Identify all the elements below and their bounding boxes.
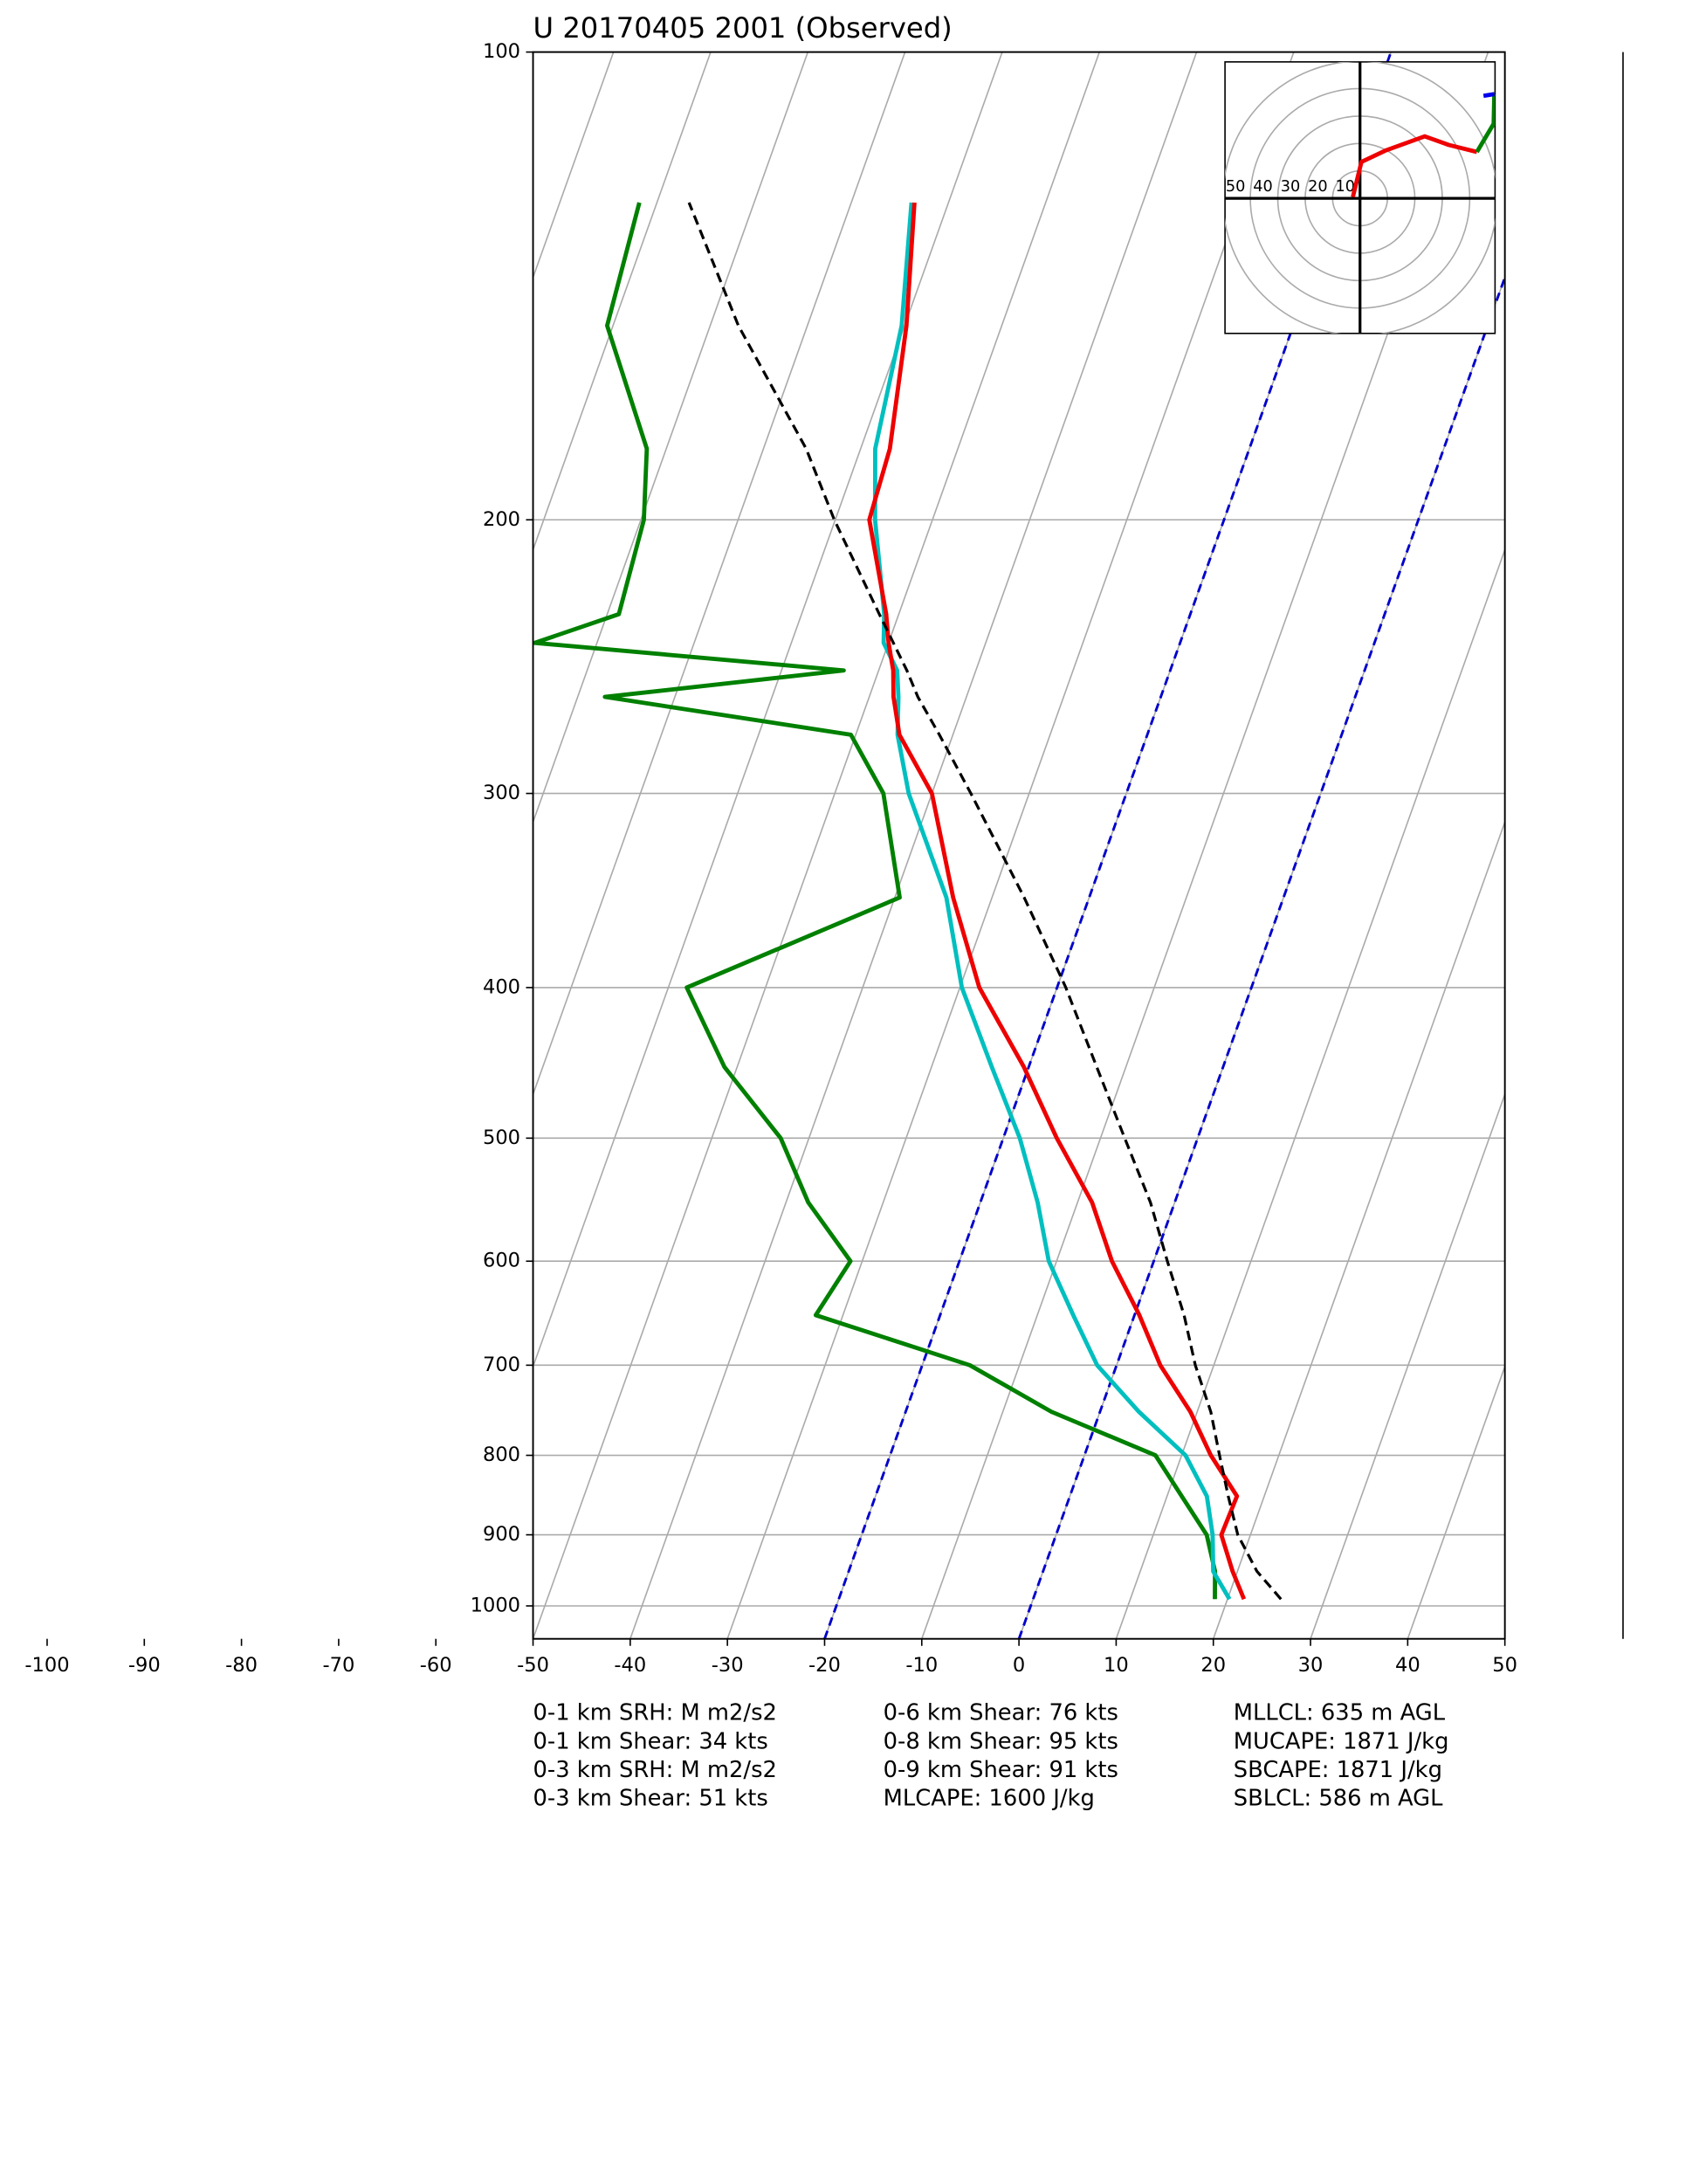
x-tick-label: -10 — [905, 1654, 938, 1677]
x-tick-label: 10 — [1104, 1654, 1129, 1677]
stat-text: SBCAPE: 1871 J/kg — [1234, 1757, 1442, 1783]
hodo-ring-label: 20 — [1308, 178, 1328, 196]
stat-text: MUCAPE: 1871 J/kg — [1234, 1728, 1449, 1754]
isotherm — [533, 52, 1100, 1639]
hodo-trace — [1351, 134, 1478, 198]
isotherm — [533, 52, 615, 280]
hodograph: 50 40 30 20 10 — [1224, 61, 1496, 334]
isotherm — [1407, 1364, 1505, 1639]
y-tick-label: 400 — [483, 975, 520, 998]
stat-text: 0-3 km Shear: 51 kts — [533, 1786, 768, 1812]
profile-line — [533, 202, 1218, 1600]
x-tick-label: -80 — [225, 1654, 258, 1677]
isotherm — [533, 52, 809, 824]
stat-text: 0-9 km Shear: 91 kts — [884, 1757, 1118, 1783]
x-tick-label: 20 — [1200, 1654, 1226, 1677]
y-tick-label: 200 — [483, 508, 520, 531]
profile-line — [867, 202, 1247, 1601]
stat-text: MLCAPE: 1600 J/kg — [884, 1786, 1095, 1812]
x-tick-label: 40 — [1395, 1654, 1420, 1677]
stat-text: 0-3 km SRH: M m2/s2 — [533, 1757, 777, 1783]
x-tick-label: -20 — [808, 1654, 841, 1677]
hodograph-body: 50 40 30 20 10 — [1225, 61, 1496, 334]
hodo-ring-label: 40 — [1253, 178, 1273, 196]
y-tick-label: 700 — [483, 1354, 520, 1376]
isotherm — [533, 52, 712, 552]
hodo-ring-label: 10 — [1336, 178, 1356, 196]
isotherm — [629, 52, 1198, 1639]
stat-text: 0-1 km SRH: M m2/s2 — [533, 1700, 777, 1726]
isotherm — [533, 52, 1003, 1369]
x-tick-label: 30 — [1298, 1654, 1324, 1677]
x-tick-label: -40 — [614, 1654, 646, 1677]
chart-title: U 20170405 2001 (Observed) — [533, 11, 953, 45]
y-tick-label: 100 — [483, 40, 520, 63]
isotherm — [1115, 548, 1505, 1639]
y-tick-label: 800 — [483, 1443, 520, 1466]
hodo-ring-label: 30 — [1281, 178, 1301, 196]
hodo-trace — [1482, 92, 1495, 99]
y-tick-label: 600 — [483, 1250, 520, 1272]
isotherm — [1310, 1092, 1505, 1639]
stat-text: 0-8 km Shear: 95 kts — [884, 1728, 1118, 1754]
x-tick-label: -70 — [322, 1654, 354, 1677]
x-tick-label: 0 — [1013, 1654, 1025, 1677]
y-tick-label: 500 — [483, 1126, 520, 1149]
x-tick-label: -100 — [24, 1654, 69, 1677]
isotherm — [533, 52, 906, 1097]
y-tick-label: 1000 — [471, 1594, 520, 1616]
isotherm — [1503, 1636, 1505, 1639]
isotherm — [726, 52, 1295, 1639]
profiles — [533, 202, 1283, 1601]
isotherm — [1212, 819, 1505, 1639]
plot-root: U 20170405 2001 (Observed) 50 40 30 20 10 -1… — [24, 11, 1624, 1812]
x-tick-label: -30 — [712, 1654, 744, 1677]
y-tick-label: 300 — [483, 782, 520, 804]
x-tick-label: -90 — [128, 1654, 161, 1677]
x-tick-label: 50 — [1492, 1654, 1517, 1677]
profile-line — [687, 202, 1283, 1601]
hodo-trace — [1475, 93, 1496, 154]
hodo-ring-label: 50 — [1226, 178, 1246, 196]
x-tick-label: -60 — [420, 1654, 452, 1677]
y-tick-label: 900 — [483, 1523, 520, 1546]
stats: 0-1 km SRH: M m2/s20-1 km Shear: 34 kts 0… — [533, 1700, 1449, 1812]
stat-text: 0-1 km Shear: 34 kts — [533, 1728, 768, 1754]
stat-text: MLLCL: 635 m AGL — [1234, 1700, 1446, 1726]
x-tick-label: -50 — [517, 1654, 549, 1677]
stat-text: SBLCL: 586 m AGL — [1234, 1786, 1443, 1812]
stat-text: 0-6 km Shear: 76 kts — [884, 1700, 1118, 1726]
axes: -100 -90 -80 -70 -60 -50 -40 -30 -20 -10 0 10 20 30 40… — [24, 40, 1517, 1677]
